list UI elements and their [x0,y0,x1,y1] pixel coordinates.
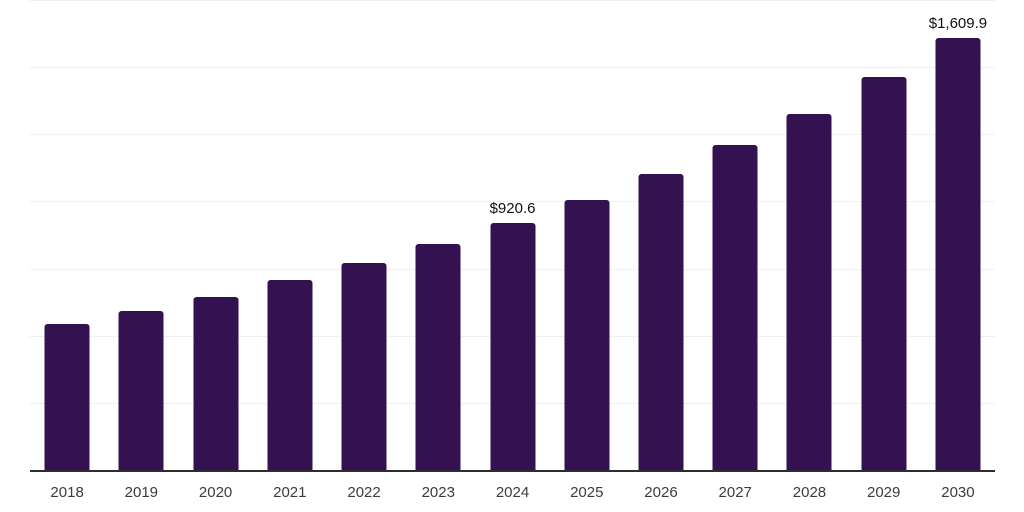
x-tick-2021: 2021 [273,484,307,501]
x-tick-2030: 2030 [941,484,975,501]
x-tick-2018: 2018 [50,484,84,501]
bar-2024 [490,222,536,470]
gridline-1500 [30,67,995,69]
gridline-1250 [30,134,995,136]
gridline-1000 [30,201,995,203]
plot-area: $920.6 $1,609.9 [30,0,995,472]
bar-2022 [341,263,387,470]
x-tick-2023: 2023 [421,484,455,501]
bar-slot-2028 [772,0,846,470]
bar-slot-2025 [550,0,624,470]
bar-slot-2029 [847,0,921,470]
bar-2021 [267,280,313,470]
x-tick-2026: 2026 [644,484,678,501]
x-axis-line [30,470,995,472]
x-tick-2028: 2028 [792,484,827,501]
bar-slot-2022 [327,0,401,470]
bar-2027 [712,145,758,470]
x-tick-2029: 2029 [867,484,901,501]
bar-slot-2026 [624,0,698,470]
bar-slot-2018 [30,0,104,470]
x-tick-2024: 2024 [495,484,530,501]
bar-slot-2030: $1,609.9 [921,0,995,470]
x-tick-2025: 2025 [570,484,604,501]
data-label-2024: $920.6 [489,199,536,217]
bar-2019 [118,311,164,470]
bar-2020 [193,297,239,470]
x-tick-2027: 2027 [718,484,752,501]
bar-slot-2020 [178,0,252,470]
bar-2023 [415,244,461,470]
bar-2018 [44,323,90,470]
x-tick-2022: 2022 [347,484,381,501]
bar-2028 [786,113,832,470]
bar-slot-2023 [401,0,475,470]
x-tick-2020: 2020 [198,484,233,501]
bar-2030 [935,37,981,470]
bar-slot-2027 [698,0,772,470]
bar-slot-2024: $920.6 [475,0,549,470]
bar-2029 [861,77,907,470]
bar-2025 [564,200,610,470]
bar-slot-2021 [253,0,327,470]
x-axis-labels: 2018 2019 2020 2021 2022 2023 2024 2025 2026 2027… [30,472,995,501]
bars-container: $920.6 $1,609.9 [30,0,995,470]
x-tick-2019: 2019 [124,484,159,501]
bar-slot-2019 [104,0,178,470]
bar-2026 [638,174,684,470]
data-label-2030: $1,609.9 [928,14,988,32]
gridline-1750 [30,0,995,1]
